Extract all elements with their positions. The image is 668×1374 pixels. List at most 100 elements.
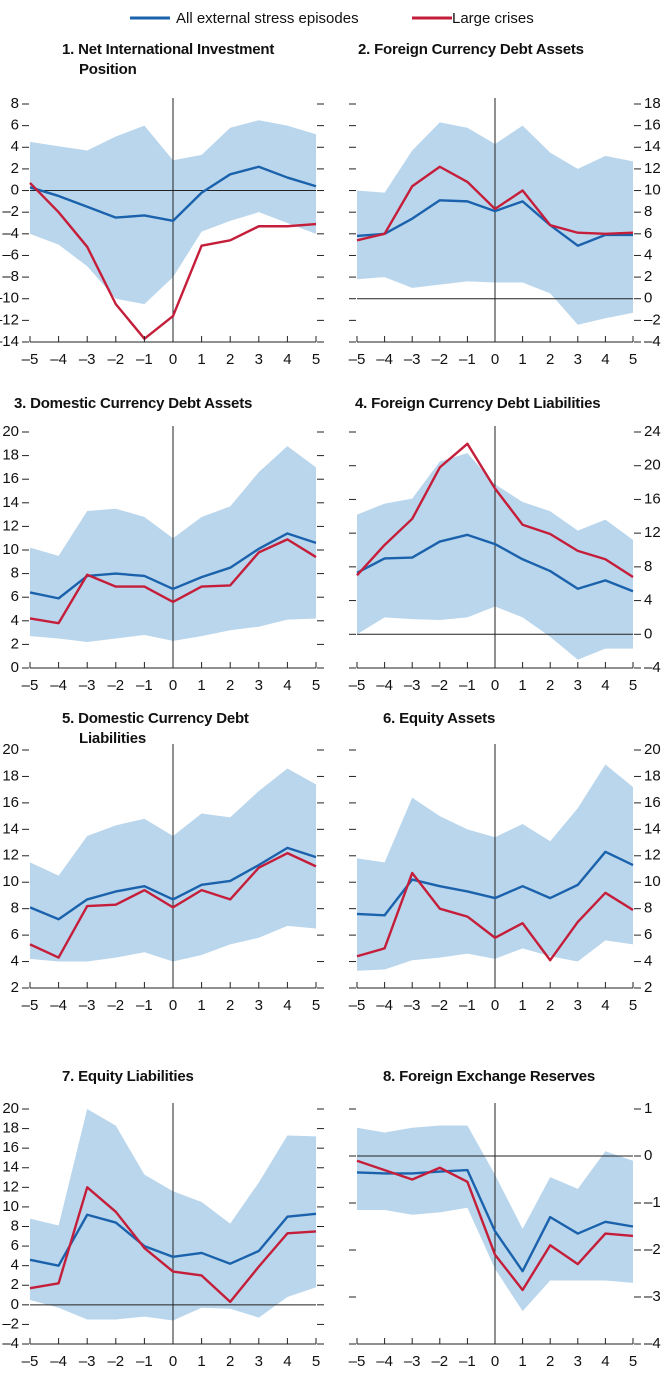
y-tick-label: 14 <box>2 494 19 511</box>
x-tick-label: –2 <box>107 351 124 368</box>
x-tick-label: 0 <box>491 1353 499 1370</box>
y-tick-label: 8 <box>644 558 652 575</box>
series-line: Large crises <box>29 1186 317 1304</box>
x-tick-label: –2 <box>431 351 448 368</box>
y-tick-label: 20 <box>2 1100 19 1117</box>
x-tick-label: –1 <box>136 997 153 1014</box>
x-tick-label: 0 <box>169 351 177 368</box>
y-tick-label: 10 <box>644 182 661 199</box>
y-tick-label: 16 <box>644 117 661 134</box>
y-tick-label: –10 <box>0 290 19 307</box>
series-line: All external stress episodes <box>356 850 634 917</box>
y-tick-label: 16 <box>644 794 661 811</box>
x-tick-label: 4 <box>601 1353 609 1370</box>
y-tick-label: 6 <box>644 926 652 943</box>
y-tick-label: 0 <box>644 625 652 642</box>
x-tick-label: 2 <box>546 351 554 368</box>
y-tick-label: 14 <box>2 1159 19 1176</box>
x-tick-label: –1 <box>136 1353 153 1370</box>
y-tick-label: 20 <box>2 423 19 440</box>
y-tick-label: 12 <box>2 517 19 534</box>
y-tick-label: 10 <box>2 1198 19 1215</box>
y-tick-label: 8 <box>11 565 19 582</box>
x-tick-label: –3 <box>79 677 96 694</box>
panel-title: 4. Foreign Currency Debt Liabilities <box>355 395 601 412</box>
y-tick-label: 8 <box>11 1217 19 1234</box>
y-tick-label: 24 <box>644 423 661 440</box>
y-tick-label: –1 <box>644 1194 661 1211</box>
y-tick-label: 0 <box>644 290 652 307</box>
panel-title: 8. Foreign Exchange Reserves <box>383 1068 595 1085</box>
y-tick-label: 10 <box>644 873 661 890</box>
series-line: All external stress episodes <box>356 1168 634 1273</box>
x-tick-label: 5 <box>629 351 637 368</box>
y-tick-label: 2 <box>11 979 19 996</box>
y-tick-label: 14 <box>2 820 19 837</box>
x-tick-label: 0 <box>491 351 499 368</box>
y-tick-label: 0 <box>11 1296 19 1313</box>
x-tick-label: 0 <box>491 677 499 694</box>
y-tick-label: 20 <box>2 741 19 758</box>
x-tick-label: –4 <box>376 1353 393 1370</box>
series-line: Large crises <box>356 165 634 242</box>
y-tick-label: 8 <box>11 900 19 917</box>
y-tick-label: 14 <box>644 138 661 155</box>
y-tick-label: 8 <box>644 203 652 220</box>
x-tick-label: –2 <box>431 677 448 694</box>
x-tick-label: 1 <box>197 351 205 368</box>
x-tick-label: –2 <box>107 997 124 1014</box>
x-tick-label: 5 <box>629 677 637 694</box>
x-tick-label: –4 <box>50 1353 67 1370</box>
y-tick-label: 6 <box>11 588 19 605</box>
x-tick-label: 1 <box>197 677 205 694</box>
x-tick-label: 3 <box>574 1353 582 1370</box>
y-tick-label: 4 <box>11 953 19 970</box>
y-tick-label: –4 <box>2 1335 19 1352</box>
x-tick-label: 3 <box>574 997 582 1014</box>
x-tick-label: –1 <box>136 677 153 694</box>
y-tick-label: 4 <box>11 1257 19 1274</box>
x-tick-label: –1 <box>459 997 476 1014</box>
y-tick-label: 6 <box>11 1237 19 1254</box>
x-tick-label: 1 <box>518 1353 526 1370</box>
y-tick-label: –4 <box>644 333 661 350</box>
x-tick-label: 2 <box>226 1353 234 1370</box>
x-tick-label: 3 <box>255 351 263 368</box>
x-tick-label: –1 <box>136 351 153 368</box>
y-tick-label: 4 <box>644 592 652 609</box>
x-tick-label: –4 <box>376 351 393 368</box>
y-tick-label: 4 <box>11 138 19 155</box>
y-tick-label: 12 <box>644 160 661 177</box>
y-tick-label: –8 <box>2 268 19 285</box>
x-tick-label: 5 <box>312 677 320 694</box>
y-tick-label: 6 <box>11 117 19 134</box>
x-tick-label: 2 <box>226 351 234 368</box>
x-tick-label: 3 <box>255 677 263 694</box>
x-tick-label: –5 <box>349 1353 366 1370</box>
x-tick-label: 1 <box>197 1353 205 1370</box>
y-tick-label: 18 <box>644 95 661 112</box>
y-tick-label: –14 <box>0 333 19 350</box>
series-line: All external stress episodes <box>29 846 317 921</box>
x-tick-label: 4 <box>283 997 291 1014</box>
x-tick-label: 5 <box>312 1353 320 1370</box>
x-tick-label: 2 <box>546 677 554 694</box>
y-tick-label: 6 <box>11 926 19 943</box>
x-tick-label: 3 <box>574 351 582 368</box>
y-tick-label: –2 <box>644 311 661 328</box>
x-tick-label: –5 <box>22 677 39 694</box>
x-tick-label: 2 <box>546 997 554 1014</box>
panel-title: 1. Net International Investment Position <box>62 41 275 78</box>
y-tick-label: 12 <box>2 1178 19 1195</box>
x-tick-label: 4 <box>601 997 609 1014</box>
series-line: Large crises <box>356 1159 634 1292</box>
x-tick-label: –3 <box>79 351 96 368</box>
y-tick-label: 2 <box>644 268 652 285</box>
y-tick-label: 18 <box>644 767 661 784</box>
x-tick-label: –5 <box>349 677 366 694</box>
x-tick-label: 5 <box>312 997 320 1014</box>
y-tick-label: –2 <box>644 1241 661 1258</box>
y-tick-label: 16 <box>2 1139 19 1156</box>
x-tick-label: 4 <box>283 351 291 368</box>
